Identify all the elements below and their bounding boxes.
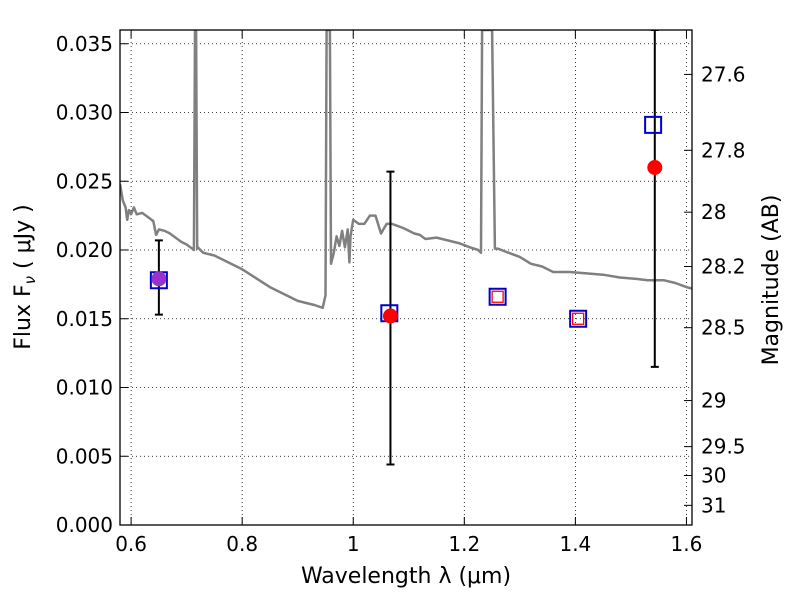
tick-layer: 0.6 0.8 1 1.2 1.4 1.6 0.000 0.005 0.010 0.015 0.02… — [56, 30, 746, 556]
x-axis-label: Wavelength λ (μm) — [301, 564, 511, 589]
upper-limit-marker — [572, 312, 585, 325]
x-tick-label: 1.2 — [448, 532, 480, 556]
y2-tick-label: 29.5 — [701, 435, 746, 459]
blended-circle-marker — [151, 271, 167, 287]
y-tick-label: 0.015 — [56, 307, 113, 331]
spectrum-layer — [120, 30, 692, 310]
y2-tick-label: 27.6 — [701, 62, 746, 86]
y-tick-label: 0.000 — [56, 513, 113, 537]
y2-tick-label: 31 — [701, 493, 726, 517]
y2-tick-label: 27.8 — [701, 138, 746, 162]
marker-layer — [149, 115, 663, 328]
y-axis-label-subscript: ν — [21, 276, 39, 284]
y2-tick-label: 28.5 — [701, 316, 746, 340]
spectrum-line — [120, 30, 692, 310]
y-tick-label: 0.025 — [56, 169, 113, 193]
model-square-marker — [569, 309, 588, 328]
y-axis-label-unit: ( μJy ) — [11, 204, 36, 276]
x-tick-label: 0.8 — [226, 532, 258, 556]
y-axis-label-main: Flux F — [11, 284, 36, 349]
y-tick-label: 0.005 — [56, 444, 113, 468]
y-tick-label: 0.020 — [56, 238, 113, 262]
plot-frame — [119, 29, 693, 526]
y2-tick-label: 28 — [701, 200, 726, 224]
y-tick-label: 0.010 — [56, 376, 113, 400]
y2-tick-label: 28.2 — [701, 255, 746, 279]
x-tick-label: 0.6 — [115, 532, 147, 556]
x-tick-label: 1 — [347, 532, 360, 556]
observed-circle-marker — [647, 160, 663, 175]
x-tick-label: 1.4 — [559, 532, 591, 556]
y2-tick-label: 30 — [701, 464, 726, 488]
model-square-marker — [488, 287, 507, 306]
y-tick-label: 0.035 — [56, 32, 113, 56]
y2-tick-label: 29 — [701, 389, 726, 413]
upper-limit-marker — [491, 290, 504, 303]
model-square-marker — [644, 115, 663, 134]
y2-axis-label: Magnitude (AB) — [759, 195, 784, 366]
y-axis-label: Flux Fν ( μJy ) — [11, 204, 39, 349]
observed-circle-marker — [382, 308, 398, 324]
grid-lines — [120, 30, 692, 526]
x-tick-label: 1.6 — [671, 532, 703, 556]
errorbar-layer — [154, 30, 659, 466]
y-tick-label: 0.030 — [56, 101, 113, 125]
